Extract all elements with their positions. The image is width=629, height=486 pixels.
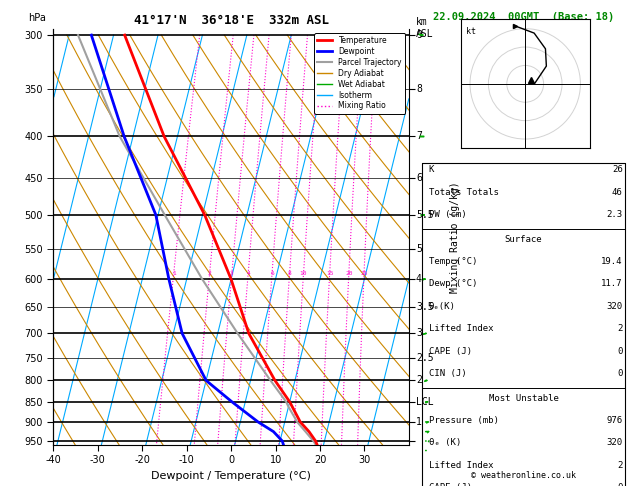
- Text: Temp (°C): Temp (°C): [429, 257, 477, 266]
- Text: Lifted Index: Lifted Index: [429, 324, 493, 333]
- Text: kt: kt: [466, 27, 476, 36]
- Text: Pressure (mb): Pressure (mb): [429, 416, 499, 425]
- Text: 26: 26: [612, 165, 623, 174]
- Text: 2: 2: [208, 271, 211, 276]
- Text: Totals Totals: Totals Totals: [429, 188, 499, 197]
- Text: 8: 8: [416, 85, 422, 94]
- Legend: Temperature, Dewpoint, Parcel Trajectory, Dry Adiabat, Wet Adiabat, Isotherm, Mi: Temperature, Dewpoint, Parcel Trajectory…: [314, 33, 405, 114]
- Text: Most Unstable: Most Unstable: [489, 394, 559, 403]
- Text: 20: 20: [345, 271, 353, 276]
- Text: 0: 0: [617, 347, 623, 356]
- Text: 11.7: 11.7: [601, 279, 623, 289]
- Text: 2: 2: [416, 376, 422, 385]
- Text: 3: 3: [230, 271, 234, 276]
- X-axis label: Dewpoint / Temperature (°C): Dewpoint / Temperature (°C): [151, 470, 311, 481]
- Text: K: K: [429, 165, 434, 174]
- Text: 4: 4: [416, 274, 422, 284]
- Text: Dewp (°C): Dewp (°C): [429, 279, 477, 289]
- Text: 2.5: 2.5: [416, 353, 433, 363]
- Text: 3.5: 3.5: [416, 302, 433, 312]
- Title: 41°17'N  36°18'E  332m ASL: 41°17'N 36°18'E 332m ASL: [133, 14, 329, 27]
- Text: 5: 5: [416, 243, 422, 254]
- Text: Mixing Ratio (g/kg): Mixing Ratio (g/kg): [450, 181, 460, 293]
- Text: 1: 1: [416, 417, 422, 427]
- Text: km
ASL: km ASL: [416, 17, 433, 38]
- Text: CAPE (J): CAPE (J): [429, 347, 472, 356]
- Text: 320: 320: [606, 302, 623, 311]
- Text: 8: 8: [287, 271, 291, 276]
- Text: Lifted Index: Lifted Index: [429, 461, 493, 470]
- Text: 2: 2: [617, 461, 623, 470]
- Text: 15: 15: [326, 271, 333, 276]
- Text: 5.5: 5.5: [416, 210, 433, 220]
- Text: 0: 0: [617, 483, 623, 486]
- Text: 6: 6: [270, 271, 274, 276]
- Text: © weatheronline.co.uk: © weatheronline.co.uk: [471, 471, 576, 480]
- Text: 9: 9: [416, 30, 422, 40]
- Text: hPa: hPa: [28, 13, 47, 23]
- Text: 2: 2: [617, 324, 623, 333]
- Text: 7: 7: [416, 131, 422, 141]
- Text: CIN (J): CIN (J): [429, 369, 467, 378]
- Text: 46: 46: [612, 188, 623, 197]
- Text: LCL: LCL: [416, 397, 433, 407]
- Text: PW (cm): PW (cm): [429, 210, 467, 219]
- Text: 2.3: 2.3: [606, 210, 623, 219]
- Text: 19.4: 19.4: [601, 257, 623, 266]
- Text: θₑ(K): θₑ(K): [429, 302, 455, 311]
- Text: 1: 1: [172, 271, 175, 276]
- Text: 10: 10: [300, 271, 308, 276]
- Text: Surface: Surface: [505, 235, 542, 244]
- Text: 4: 4: [247, 271, 250, 276]
- Text: CAPE (J): CAPE (J): [429, 483, 472, 486]
- Text: θₑ (K): θₑ (K): [429, 438, 461, 448]
- Text: 25: 25: [360, 271, 368, 276]
- Text: 976: 976: [606, 416, 623, 425]
- Text: 22.09.2024  00GMT  (Base: 18): 22.09.2024 00GMT (Base: 18): [433, 12, 615, 22]
- Text: 3: 3: [416, 329, 422, 338]
- Text: 0: 0: [617, 369, 623, 378]
- Text: 320: 320: [606, 438, 623, 448]
- Text: 6: 6: [416, 173, 422, 183]
